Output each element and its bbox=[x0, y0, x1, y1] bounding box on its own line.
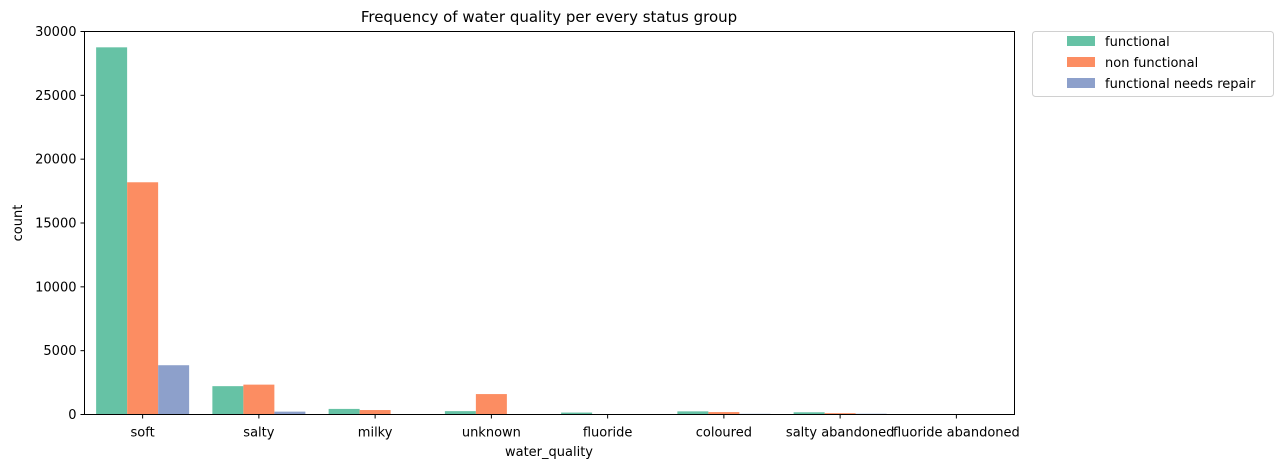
y-tick-label: 15000 bbox=[35, 217, 76, 232]
legend-swatch bbox=[1067, 36, 1095, 46]
bars-layer bbox=[96, 47, 1003, 415]
bar-non-functional-salty bbox=[243, 384, 275, 415]
x-axis-ticks: soft salty milky unknown fluoride coloured sal… bbox=[131, 414, 1020, 441]
bar-functional-soft bbox=[96, 47, 128, 415]
bar-functional-fluoride bbox=[561, 412, 593, 415]
y-axis-title: count bbox=[11, 205, 26, 242]
bar-functional-coloured bbox=[677, 411, 709, 415]
y-tick-label: 20000 bbox=[35, 153, 76, 168]
x-tick-label: fluoride abandoned bbox=[893, 426, 1020, 441]
legend-label: non functional bbox=[1105, 56, 1198, 71]
bar-functional-needs-repair-salty bbox=[274, 411, 306, 415]
y-tick-label: 0 bbox=[68, 408, 76, 423]
plot-frame bbox=[84, 31, 1015, 415]
y-axis-ticks: 0 5000 10000 15000 20000 25000 30000 bbox=[35, 25, 85, 423]
x-tick-label: fluoride bbox=[583, 426, 633, 441]
legend-swatch bbox=[1067, 78, 1095, 88]
x-tick-label: salty bbox=[243, 426, 274, 441]
bar-non-functional-unknown bbox=[475, 394, 507, 415]
y-tick-label: 25000 bbox=[35, 89, 76, 104]
bar-non-functional-soft bbox=[127, 182, 159, 415]
bar-non-functional-salty-abandoned bbox=[824, 413, 856, 415]
bar-non-functional-coloured bbox=[708, 412, 740, 415]
x-tick-label: coloured bbox=[696, 426, 752, 441]
x-tick-label: salty abandoned bbox=[786, 426, 894, 441]
bar-functional-salty-abandoned bbox=[793, 412, 825, 415]
bar-functional-salty bbox=[212, 386, 244, 415]
x-tick-label: milky bbox=[358, 426, 393, 441]
x-tick-label: soft bbox=[131, 426, 155, 441]
bar-non-functional-milky bbox=[359, 410, 391, 415]
legend-label: functional needs repair bbox=[1105, 77, 1256, 92]
y-tick-label: 10000 bbox=[35, 280, 76, 295]
y-tick-label: 30000 bbox=[35, 25, 76, 40]
chart-title: Frequency of water quality per every sta… bbox=[361, 8, 737, 26]
y-tick-label: 5000 bbox=[43, 344, 76, 359]
x-axis-title: water_quality bbox=[505, 445, 593, 460]
bar-functional-unknown bbox=[444, 411, 476, 415]
legend-swatch bbox=[1067, 57, 1095, 67]
x-tick-label: unknown bbox=[462, 426, 521, 441]
bar-functional-milky bbox=[328, 408, 360, 415]
legend-label: functional bbox=[1105, 35, 1170, 50]
bar-functional-needs-repair-soft bbox=[158, 365, 190, 415]
legend: functional non functional functional needs… bbox=[1032, 31, 1274, 97]
